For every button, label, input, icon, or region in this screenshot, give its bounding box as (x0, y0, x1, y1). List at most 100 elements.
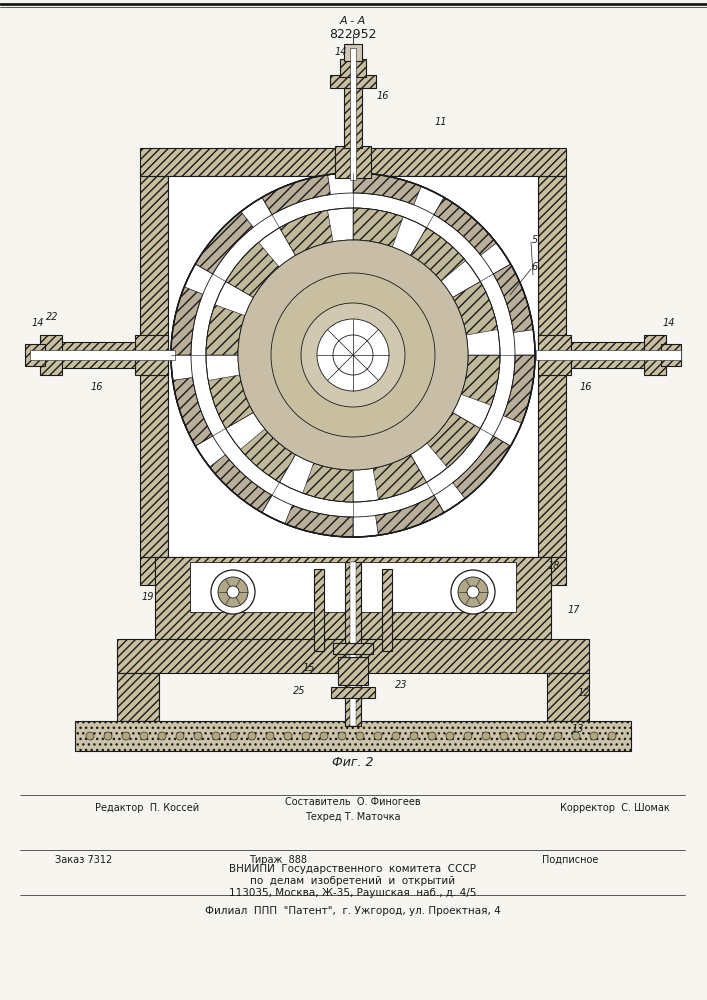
Circle shape (158, 732, 166, 740)
Text: 25: 25 (293, 686, 305, 696)
Circle shape (86, 732, 94, 740)
Circle shape (464, 732, 472, 740)
Wedge shape (353, 208, 403, 247)
Bar (117, 673, 159, 721)
Text: 16: 16 (580, 382, 592, 392)
Bar (571, 342, 649, 368)
Bar (538, 335, 571, 375)
Wedge shape (434, 197, 496, 255)
Text: 19: 19 (141, 592, 154, 602)
Circle shape (104, 732, 112, 740)
Circle shape (122, 732, 130, 740)
Circle shape (554, 732, 562, 740)
Circle shape (428, 732, 436, 740)
Wedge shape (209, 455, 272, 513)
Text: A - A: A - A (340, 16, 366, 26)
Text: 16: 16 (90, 382, 103, 392)
Wedge shape (373, 455, 426, 500)
Circle shape (572, 732, 580, 740)
Wedge shape (427, 412, 480, 468)
Bar (350, 48, 356, 180)
Wedge shape (226, 242, 279, 298)
Circle shape (238, 240, 468, 470)
Circle shape (338, 732, 346, 740)
Wedge shape (206, 305, 245, 355)
Text: 14: 14 (334, 47, 347, 57)
Wedge shape (411, 228, 466, 281)
Bar (344, 86, 362, 148)
Wedge shape (461, 355, 500, 405)
Bar (330, 75, 376, 88)
Wedge shape (452, 436, 510, 498)
Bar (314, 569, 324, 651)
Circle shape (392, 732, 400, 740)
Text: 6: 6 (532, 262, 538, 272)
Circle shape (467, 586, 479, 598)
Text: Техред Т. Маточка: Техред Т. Маточка (305, 812, 401, 822)
Text: Подписное: Подписное (542, 855, 598, 865)
Bar (117, 639, 589, 673)
Circle shape (356, 732, 364, 740)
Bar (75, 721, 631, 751)
Bar (538, 176, 566, 557)
Circle shape (284, 732, 292, 740)
Wedge shape (285, 505, 353, 537)
Bar (644, 335, 666, 375)
Bar (140, 176, 168, 557)
Circle shape (590, 732, 598, 740)
Text: 16: 16 (377, 91, 390, 101)
Circle shape (374, 732, 382, 740)
Text: Редактор  П. Коссей: Редактор П. Коссей (95, 803, 199, 813)
Bar (333, 643, 373, 654)
Circle shape (140, 732, 148, 740)
Circle shape (446, 732, 454, 740)
Circle shape (410, 732, 418, 740)
Bar (25, 344, 45, 366)
Bar (135, 335, 168, 375)
Bar (30, 350, 175, 360)
Circle shape (608, 732, 616, 740)
Bar (382, 569, 392, 651)
Circle shape (230, 732, 238, 740)
Wedge shape (209, 375, 253, 428)
Bar (338, 657, 368, 685)
Text: 23: 23 (395, 680, 407, 690)
Text: по  делам  изобретений  и  открытий: по делам изобретений и открытий (250, 876, 455, 886)
Text: 15: 15 (303, 663, 315, 673)
Bar (536, 350, 681, 360)
Bar (57, 342, 135, 368)
Text: 11: 11 (435, 117, 448, 127)
Wedge shape (195, 212, 253, 274)
Wedge shape (375, 495, 444, 535)
Text: 22: 22 (46, 312, 58, 322)
Wedge shape (173, 378, 213, 446)
Bar (168, 176, 538, 557)
Bar (155, 557, 551, 639)
Bar (190, 562, 516, 612)
Wedge shape (240, 429, 296, 482)
Circle shape (302, 732, 310, 740)
Circle shape (218, 577, 248, 607)
Bar (350, 562, 356, 726)
Bar (331, 687, 375, 698)
Text: 18: 18 (548, 561, 560, 571)
Circle shape (317, 319, 389, 391)
Text: 5: 5 (532, 235, 538, 245)
Bar (661, 344, 681, 366)
Circle shape (271, 273, 435, 437)
Text: 14: 14 (662, 318, 675, 328)
Wedge shape (353, 173, 421, 205)
Circle shape (451, 570, 495, 614)
Wedge shape (171, 287, 203, 355)
Circle shape (458, 577, 488, 607)
Bar (345, 562, 361, 726)
Text: 13: 13 (572, 724, 584, 734)
Circle shape (500, 732, 508, 740)
Wedge shape (303, 463, 353, 502)
Text: Составитель  О. Финогеев: Составитель О. Финогеев (285, 797, 421, 807)
Text: Тираж  888: Тираж 888 (249, 855, 307, 865)
Text: Филиал  ППП  "Патент",  г. Ужгород, ул. Проектная, 4: Филиал ППП "Патент", г. Ужгород, ул. Про… (205, 906, 501, 916)
Bar (335, 146, 371, 178)
Wedge shape (452, 282, 498, 335)
Circle shape (176, 732, 184, 740)
